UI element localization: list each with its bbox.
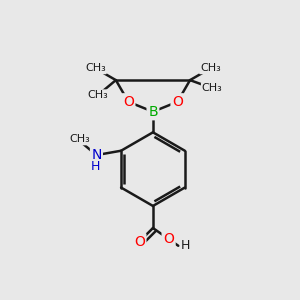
Text: CH₃: CH₃ xyxy=(202,83,223,93)
Text: B: B xyxy=(148,105,158,119)
Text: H: H xyxy=(90,160,100,173)
Text: H: H xyxy=(181,239,190,252)
Text: CH₃: CH₃ xyxy=(69,134,90,144)
Text: O: O xyxy=(172,95,183,109)
Text: CH₃: CH₃ xyxy=(200,63,221,73)
Text: CH₃: CH₃ xyxy=(87,90,108,100)
Text: CH₃: CH₃ xyxy=(85,63,106,73)
Text: O: O xyxy=(123,95,134,109)
Text: O: O xyxy=(134,235,145,249)
Text: O: O xyxy=(163,232,174,246)
Text: N: N xyxy=(91,148,102,162)
